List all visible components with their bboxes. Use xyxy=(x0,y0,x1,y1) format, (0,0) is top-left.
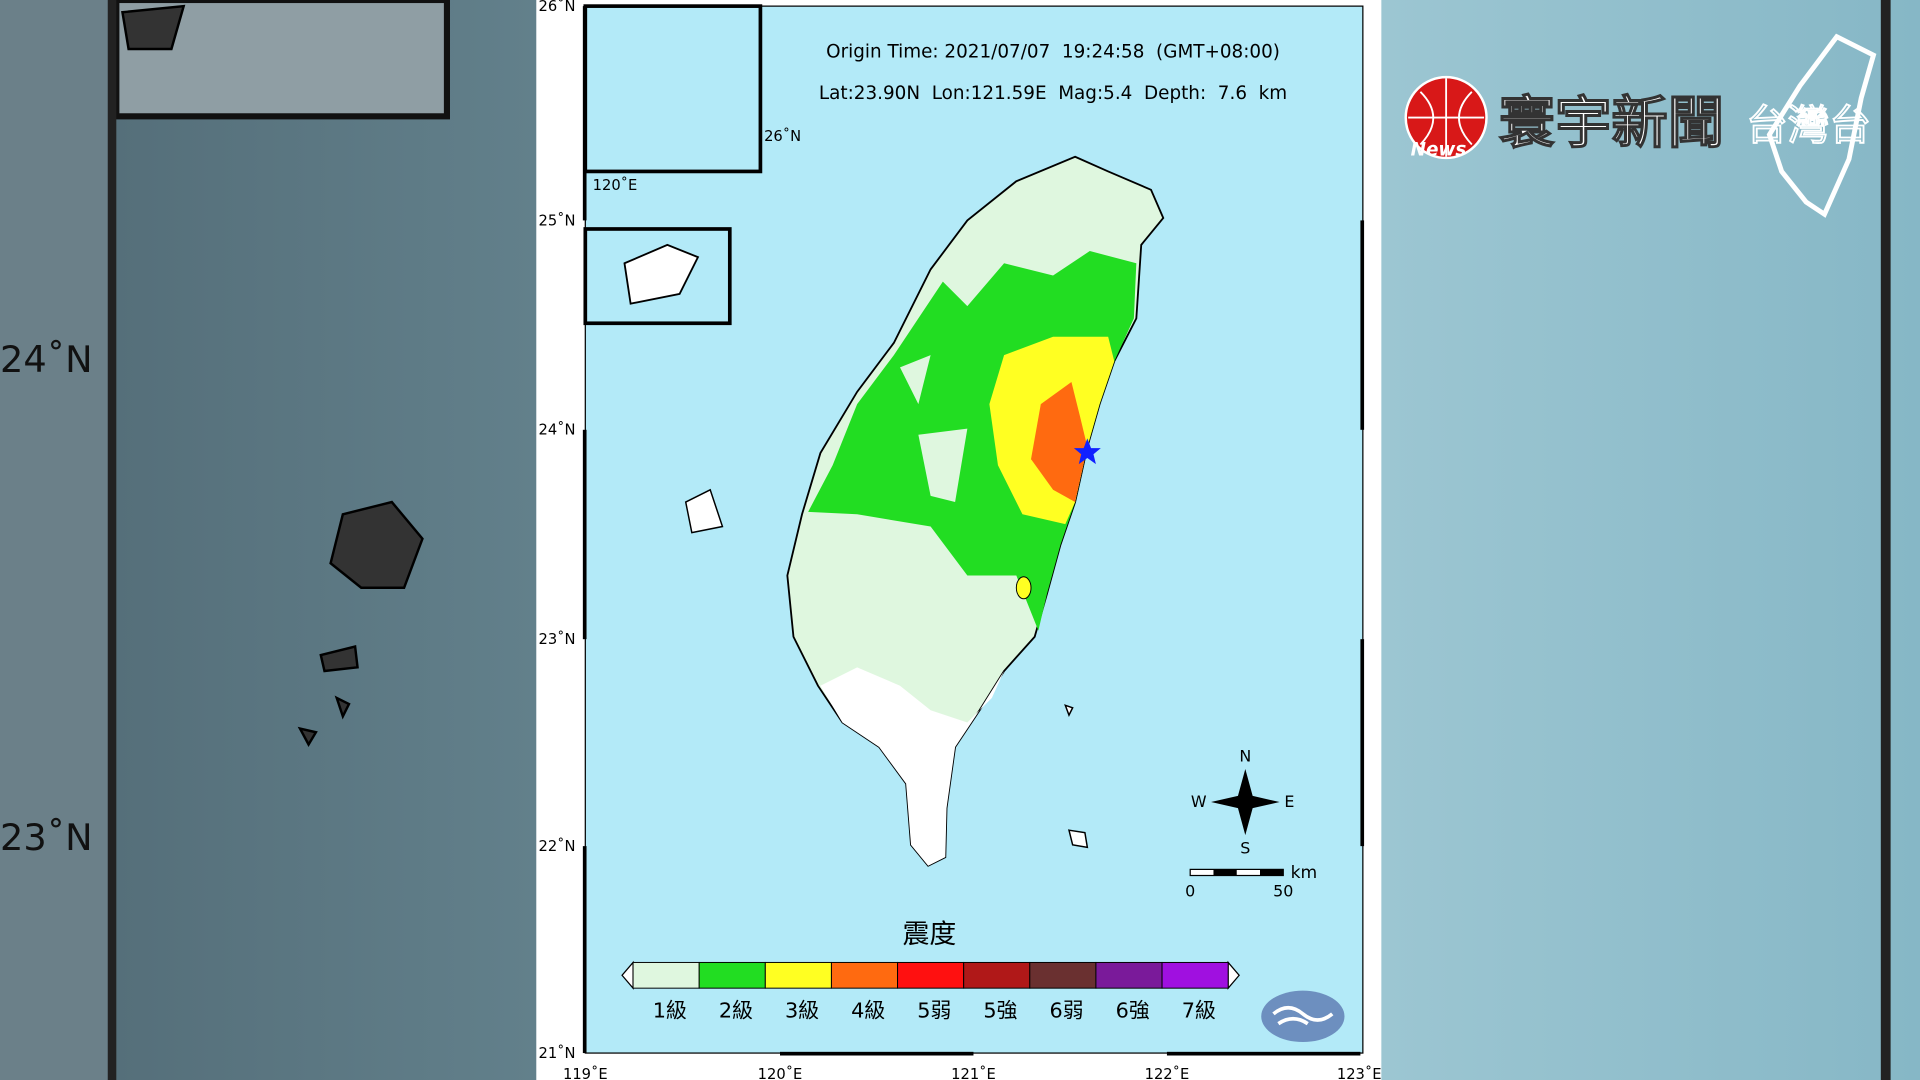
left-frame xyxy=(107,0,117,1080)
inset-matsu xyxy=(583,4,763,174)
legend-label: 7級 xyxy=(1182,999,1216,1023)
legend-label: 5強 xyxy=(983,999,1017,1023)
lat-labels: 26˚N 25˚N 24˚N 23˚N 22˚N 21˚N xyxy=(538,0,575,1062)
compass-e: E xyxy=(1284,792,1294,811)
right-frame xyxy=(1880,0,1891,1080)
legend-swatch xyxy=(963,961,1031,989)
lat-label: 22˚N xyxy=(538,838,575,855)
legend-swatch xyxy=(698,961,766,989)
legend-label: 1級 xyxy=(653,999,687,1023)
origin-time: Origin Time: 2021/07/07 19:24:58 (GMT+08… xyxy=(826,42,1280,63)
left-islands xyxy=(121,4,424,747)
legend-swatch xyxy=(897,961,965,989)
logo-taiwan xyxy=(1766,33,1877,218)
lon-label: 121˚E xyxy=(951,1066,996,1080)
area-unfelt xyxy=(820,667,1005,866)
scale-unit: km xyxy=(1291,863,1318,883)
legend-swatch xyxy=(1029,961,1097,989)
logo-name: 寰宇新聞 xyxy=(1499,91,1724,156)
legend-label: 3級 xyxy=(785,999,819,1023)
epicenter xyxy=(1073,438,1101,465)
islands xyxy=(684,488,1089,849)
legend-swatch xyxy=(764,961,832,989)
lon-label: 123˚E xyxy=(1337,1066,1382,1080)
area-intensity-3-spot xyxy=(1015,576,1032,600)
compass-rose xyxy=(1211,768,1280,836)
lat-label: 23˚N xyxy=(538,631,575,648)
compass-n: N xyxy=(1239,747,1251,766)
left-map xyxy=(116,0,537,1080)
scale-bar-segment xyxy=(1260,869,1284,876)
inset-label: 120˚E xyxy=(593,177,638,194)
lat-label: 24˚N xyxy=(538,422,575,439)
lon-label: 122˚E xyxy=(1145,1066,1190,1080)
legend-swatch xyxy=(1161,961,1229,989)
cwb-logo xyxy=(1261,990,1345,1043)
legend-swatch xyxy=(632,961,700,989)
lon-label: 119˚E xyxy=(563,1066,608,1080)
lon-labels: 119˚E 120˚E 121˚E 122˚E 123˚E xyxy=(563,1066,1382,1080)
kinmen xyxy=(623,243,700,305)
scale-end: 50 xyxy=(1273,881,1293,900)
logo-news: News xyxy=(1411,140,1467,161)
lat-label: 21˚N xyxy=(538,1045,575,1062)
area-intensity-4 xyxy=(1031,382,1088,503)
right-background xyxy=(1381,0,1920,1080)
inset-label: 26˚N xyxy=(764,128,801,145)
area-intensity-1-pocket xyxy=(900,355,968,503)
legend-swatch xyxy=(830,961,899,989)
legend-label: 4級 xyxy=(851,999,885,1023)
legend-label: 6弱 xyxy=(1050,999,1084,1023)
legend-swatch xyxy=(1095,961,1163,989)
compass-w: W xyxy=(1191,792,1207,811)
compass-s: S xyxy=(1240,838,1250,857)
legend-label: 6強 xyxy=(1116,999,1150,1023)
logo-channel: 台灣台 xyxy=(1746,101,1871,150)
location: Lat:23.90N Lon:121.59E Mag:5.4 Depth: 7.… xyxy=(819,83,1287,104)
legend-label: 5弱 xyxy=(917,999,951,1023)
scale-start: 0 xyxy=(1185,881,1195,900)
lon-label: 120˚E xyxy=(758,1066,803,1080)
bg-lat-label: 23˚N xyxy=(0,816,93,859)
logo-grid xyxy=(1408,78,1485,157)
legend-label: 2級 xyxy=(719,999,753,1023)
lat-label: 25˚N xyxy=(538,212,575,229)
lat-label: 26˚N xyxy=(538,0,575,15)
legend-title: 震度 xyxy=(902,919,956,950)
bg-lat-label: 24˚N xyxy=(0,338,93,381)
scale-bar-segment xyxy=(1213,869,1237,876)
cwb-logo-waves xyxy=(1272,1005,1334,1026)
legend: 1級 2級 3級 4級 5弱 5強 6弱 6強 7級 xyxy=(632,961,1229,1023)
